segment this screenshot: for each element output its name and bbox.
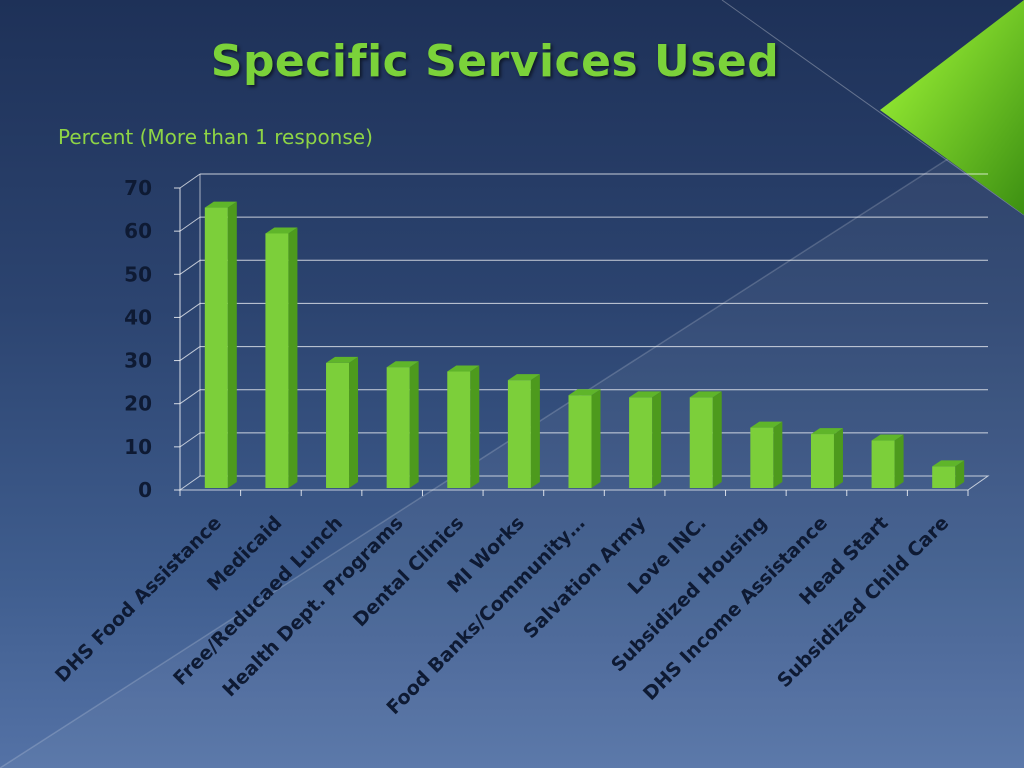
y-tick-label: 20 [124, 392, 152, 416]
gridline-depth [179, 303, 201, 318]
bar-side [288, 227, 298, 488]
chart-floor [178, 475, 990, 491]
bar-side [894, 434, 904, 488]
bar-top [689, 391, 722, 398]
bar [689, 397, 713, 488]
y-tick-label: 0 [138, 478, 152, 502]
bar-top [810, 428, 843, 435]
bar [810, 434, 834, 488]
y-tick-label: 60 [124, 219, 152, 243]
bar-side [530, 374, 540, 488]
bar-side [652, 391, 662, 488]
bar-side [470, 365, 480, 488]
y-tick-label: 70 [124, 176, 152, 200]
bar-top [507, 374, 540, 381]
bar [204, 207, 228, 489]
bar-top [204, 201, 237, 208]
slide-title: Specific Services Used [210, 36, 780, 87]
y-tick-label: 50 [124, 262, 152, 286]
bar-side [712, 391, 722, 488]
bar-top [750, 421, 783, 428]
gridline-depth [179, 173, 201, 189]
bar-side [227, 201, 237, 489]
bar-top [629, 391, 662, 398]
gridline-depth [179, 259, 201, 275]
bar [750, 427, 774, 488]
gridline-depth [179, 432, 201, 448]
bar-top [932, 460, 965, 467]
bar-top [568, 389, 601, 396]
bar-top [447, 365, 480, 372]
bar [507, 380, 531, 488]
y-tick-label: 30 [124, 349, 152, 373]
bar [326, 362, 350, 488]
bar [932, 466, 956, 488]
gridline-depth [179, 216, 201, 232]
gridline-depth [179, 346, 201, 361]
green-triangle-decoration [880, 0, 1024, 215]
bar-side [409, 361, 419, 488]
y-tick-label: 10 [124, 435, 152, 459]
chart-subtitle: Percent (More than 1 response) [58, 125, 373, 149]
bar-top [265, 227, 298, 234]
bar-top [386, 361, 419, 368]
gridline-depth [179, 389, 201, 405]
bar-side [591, 389, 601, 488]
bar [386, 367, 410, 488]
bar-side [833, 428, 843, 488]
bar [871, 440, 895, 488]
bar [447, 371, 471, 488]
bar-top [326, 356, 359, 363]
y-tick-label: 40 [124, 305, 152, 329]
top-diagonal-line [721, 0, 1024, 216]
bar [629, 397, 653, 488]
bar [265, 233, 289, 488]
bar-top [871, 434, 904, 441]
bar [568, 395, 592, 488]
bar-side [955, 460, 965, 488]
bar-side [349, 356, 359, 488]
bar-side [773, 421, 783, 488]
